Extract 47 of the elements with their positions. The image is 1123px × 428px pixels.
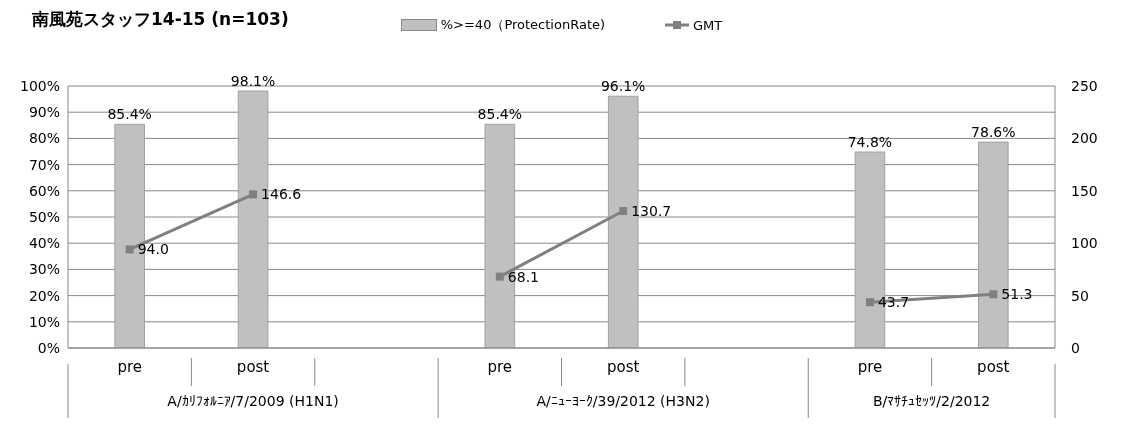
data-label: 98.1% bbox=[230, 72, 276, 89]
legend-label: %>=40（ProtectionRate) bbox=[439, 16, 606, 34]
y-tick-label: 90% bbox=[28, 104, 60, 121]
point bbox=[125, 245, 134, 254]
y2-tick-label: 150 bbox=[1071, 182, 1098, 199]
y-tick-label: 70% bbox=[28, 156, 60, 173]
y-tick-label: 20% bbox=[28, 287, 60, 304]
y-tick-label: 100% bbox=[19, 77, 60, 94]
x-tick-label: pre bbox=[487, 358, 513, 376]
y2-tick-label: 100 bbox=[1071, 235, 1098, 252]
text: A/ｶﾘﾌｫﾙﾆｱ/7/2009 (H1N1) bbox=[167, 393, 339, 409]
data-label: 78.6% bbox=[971, 124, 1016, 141]
data-label: 96.1% bbox=[600, 78, 646, 95]
point bbox=[865, 298, 874, 307]
y-tick-label: 50% bbox=[28, 208, 60, 225]
y-tick-label: 30% bbox=[28, 261, 60, 278]
text: B/ﾏｻﾁｭｾｯﾂ/2/2012 bbox=[872, 393, 991, 409]
y-tick-label: 0% bbox=[37, 339, 60, 356]
data-label: 74.8% bbox=[847, 134, 893, 151]
data-label: 43.7 bbox=[877, 294, 910, 311]
y-tick-label: 80% bbox=[28, 130, 60, 147]
point bbox=[619, 207, 628, 216]
x-tick-label: post bbox=[236, 358, 270, 376]
data-label: 146.6 bbox=[261, 186, 302, 203]
x-tick-label: pre bbox=[117, 358, 142, 376]
point bbox=[495, 272, 504, 281]
x-tick-label: pre bbox=[857, 358, 883, 376]
text: A/ﾆｭｰﾖｰｸ/39/2012 (H3N2) bbox=[536, 393, 710, 409]
y2-tick-label: 0 bbox=[1071, 340, 1080, 356]
y-tick-label: 40% bbox=[28, 235, 60, 252]
chart-title: 南風苑スタッフ14-15 (n=103) bbox=[32, 8, 289, 31]
point bbox=[249, 190, 258, 199]
y2-tick-label: 250 bbox=[1071, 78, 1098, 94]
data-label: 85.4% bbox=[477, 106, 523, 123]
x-tick-label: post bbox=[606, 358, 640, 376]
y-tick-label: 10% bbox=[28, 313, 60, 330]
data-label: 51.3 bbox=[1001, 286, 1033, 303]
point bbox=[989, 290, 998, 299]
y-tick-label: 60% bbox=[28, 182, 60, 199]
data-label: 68.1 bbox=[507, 268, 539, 285]
x-tick-label: post bbox=[977, 358, 1010, 376]
legend-label: GMT bbox=[692, 16, 723, 34]
data-label: 130.7 bbox=[631, 203, 672, 219]
data-label: 94.0 bbox=[137, 241, 169, 258]
y2-tick-label: 200 bbox=[1071, 130, 1098, 147]
data-label: 85.4% bbox=[107, 106, 152, 123]
y2-tick-label: 50 bbox=[1071, 287, 1089, 304]
